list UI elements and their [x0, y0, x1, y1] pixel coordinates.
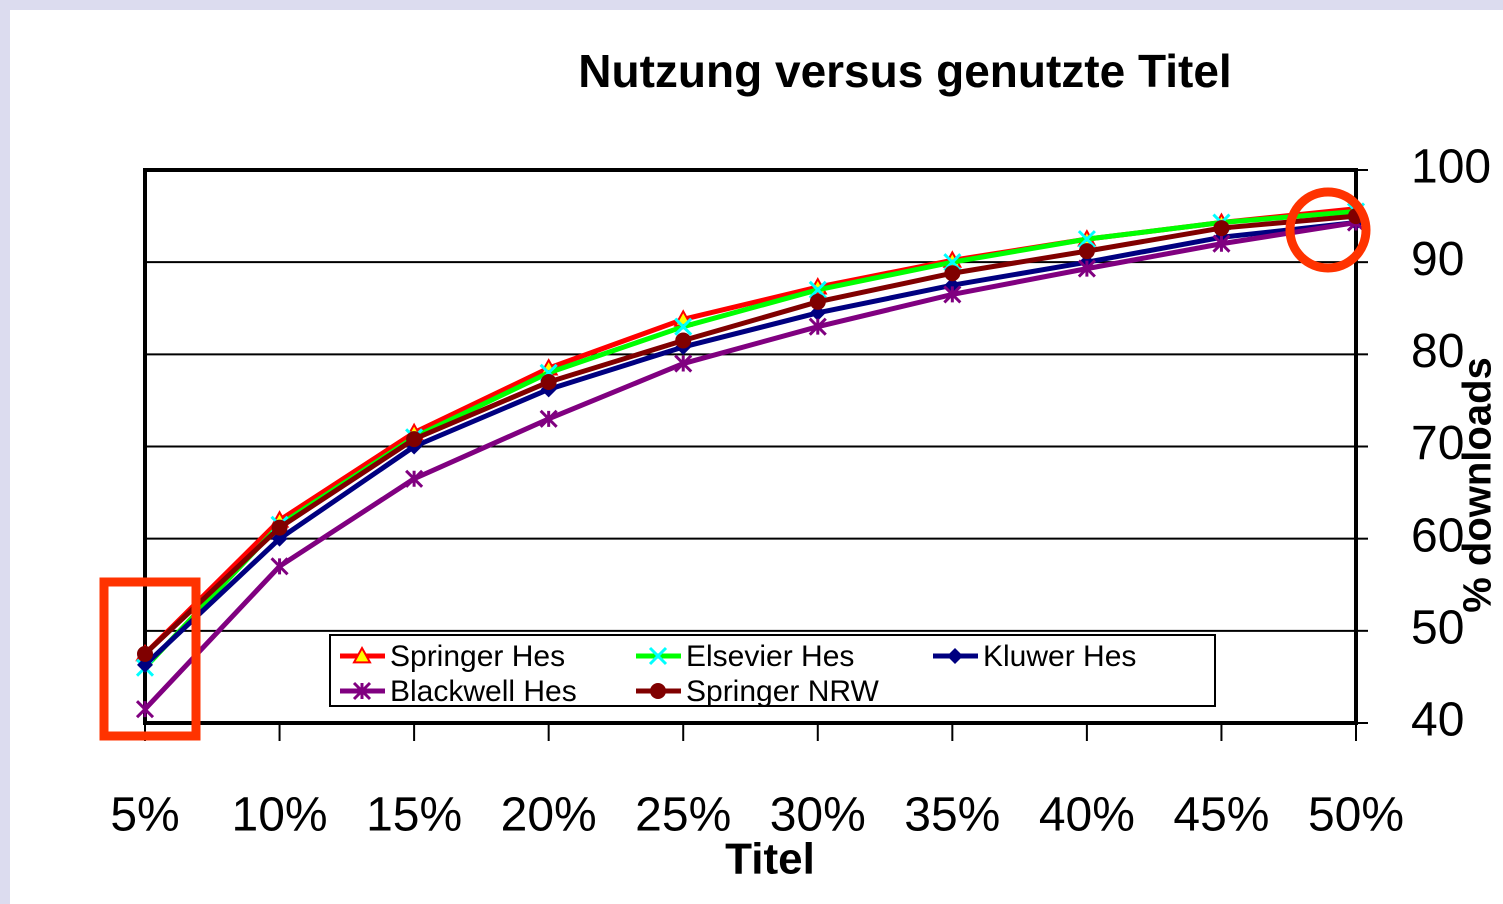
point — [271, 519, 288, 536]
legend-label: Blackwell Hes — [390, 675, 577, 708]
series-line — [143, 220, 1357, 667]
x-axis-label: Titel — [725, 835, 815, 884]
point — [270, 557, 289, 576]
legend-marker — [352, 681, 372, 701]
point — [137, 656, 153, 673]
highlight-box — [99, 577, 201, 741]
point — [808, 317, 827, 336]
y-tick-label: 40 — [1411, 694, 1464, 747]
legend-label: Kluwer Hes — [983, 640, 1136, 673]
legend-label: Springer NRW — [686, 675, 880, 708]
legend-marker — [947, 648, 963, 664]
plot-border — [143, 168, 1358, 725]
x-tick-label: 20% — [501, 789, 597, 842]
point — [809, 304, 826, 321]
x-tick-label: 5% — [110, 789, 179, 842]
point — [1212, 234, 1231, 253]
point — [1213, 220, 1230, 237]
chart-title: Nutzung versus genutzte Titel — [578, 45, 1231, 97]
plot-area: 40 50 60 70 80 90 100 5% 10% 15% 20% 25% 30% 35% 40% 45… — [110, 141, 1491, 842]
point — [1077, 230, 1096, 249]
y-tick-label: 70 — [1411, 417, 1464, 470]
point — [137, 645, 153, 662]
x-tick-label: 10% — [232, 789, 328, 842]
x-tick-label: 50% — [1308, 789, 1404, 842]
point — [943, 285, 962, 304]
y-tick-label: 100 — [1411, 141, 1491, 194]
x-tick-label: 45% — [1173, 789, 1269, 842]
x-tick-label: 40% — [1039, 789, 1135, 842]
point — [539, 409, 558, 428]
x-tick-label: 15% — [366, 789, 462, 842]
legend-label: Elsevier Hes — [686, 640, 854, 673]
point — [405, 469, 424, 488]
x-tick-label: 25% — [635, 789, 731, 842]
point — [540, 373, 557, 390]
point — [406, 431, 423, 448]
point — [674, 354, 693, 373]
x-tick-label: 35% — [904, 789, 1000, 842]
legend-box — [329, 634, 1216, 707]
point — [809, 293, 826, 310]
x-tick-label: 30% — [770, 789, 866, 842]
legend-marker — [648, 646, 668, 666]
y-tick-label: 90 — [1411, 233, 1464, 286]
point — [675, 332, 692, 349]
y-axis-label: % downloads — [1456, 357, 1500, 613]
point — [1077, 259, 1096, 278]
y-tick-label: 50 — [1411, 602, 1464, 655]
point — [808, 280, 827, 299]
legend: Springer Hes Elsevier Hes Kluwer Hes Blackw… — [329, 634, 1216, 708]
series-line — [143, 213, 1357, 656]
point — [135, 700, 155, 719]
point — [944, 265, 961, 282]
y-tick-label: 60 — [1411, 509, 1464, 562]
highlight-circle — [1285, 187, 1371, 273]
series-line — [143, 220, 1357, 711]
y-tick-label: 80 — [1411, 325, 1464, 378]
point — [674, 317, 693, 336]
point — [1078, 243, 1095, 260]
legend-marker — [650, 683, 666, 699]
legend-marker — [352, 645, 372, 664]
legend-label: Springer Hes — [390, 640, 565, 673]
